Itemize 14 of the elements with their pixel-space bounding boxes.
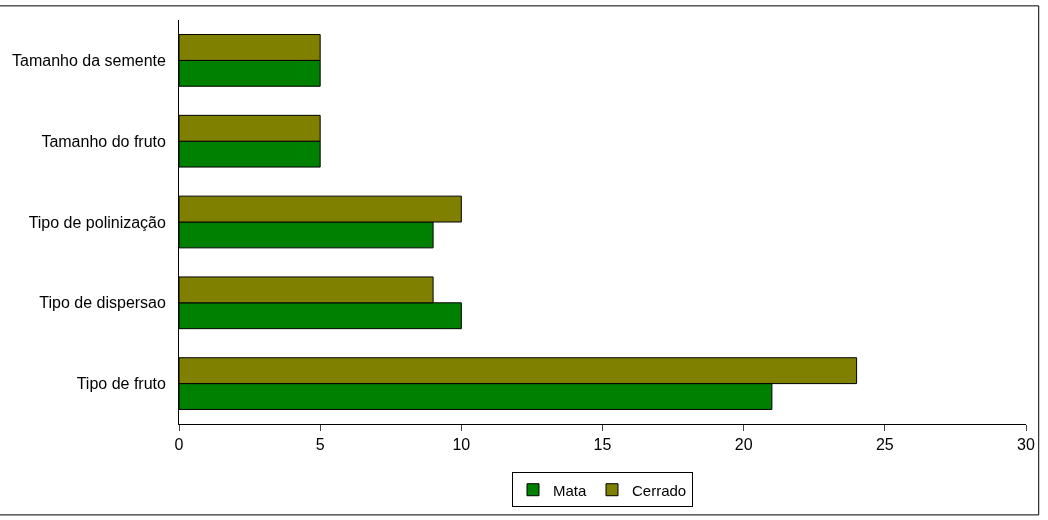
x-tick-label: 0 <box>174 436 184 454</box>
y-tick-label: Tamanho da semente <box>12 52 175 69</box>
x-tick-label: 15 <box>593 436 612 454</box>
x-tick-label: 20 <box>734 436 753 454</box>
x-tick-label: 30 <box>1017 436 1035 454</box>
y-tick-label: Tamanho do fruto <box>41 132 175 150</box>
legend-label: Mata <box>553 481 587 499</box>
legend-label: Cerrado <box>632 481 687 499</box>
x-tick-label: 25 <box>875 436 894 454</box>
x-tick-label: 5 <box>315 436 325 454</box>
y-tick-label: Tipo de fruto <box>76 375 175 393</box>
y-tick-label: Tipo de polinização <box>28 213 175 231</box>
y-tick-label: Tipo de dispersao <box>39 294 175 312</box>
x-tick-label: 10 <box>452 436 471 454</box>
